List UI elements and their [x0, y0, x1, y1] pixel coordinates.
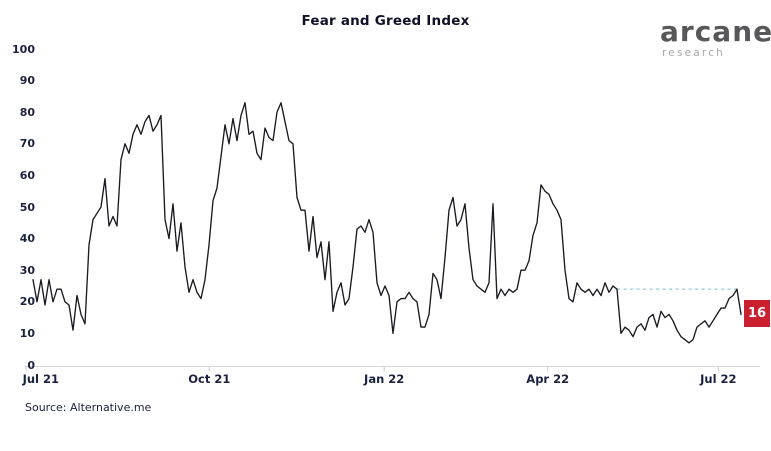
x-axis-label: Oct 21	[188, 372, 231, 386]
y-axis-label: 70	[19, 137, 35, 151]
x-axis-label: Jul 22	[700, 372, 737, 386]
x-axis-label: Jan 22	[364, 372, 405, 386]
arcane-research-logo: arcane research	[660, 15, 771, 60]
y-axis-label: 0	[27, 358, 35, 372]
y-axis-label: 100	[12, 42, 35, 56]
y-axis-label: 60	[19, 168, 35, 182]
fear-greed-line	[32, 102, 742, 344]
source-label: Source: Alternative.me	[25, 401, 152, 414]
y-axis-label: 10	[19, 326, 35, 340]
logo-subtitle: research	[662, 47, 726, 59]
y-axis-label: 90	[19, 74, 35, 88]
y-axis-label: 20	[19, 295, 35, 309]
logo-wordmark: arcane	[660, 15, 771, 48]
current-value-badge: 16	[744, 300, 770, 327]
y-axis-label: 50	[19, 200, 35, 214]
y-axis-label: 30	[19, 263, 35, 277]
chart-title: Fear and Greed Index	[301, 13, 470, 29]
y-axis-label: 40	[19, 232, 35, 246]
y-axis-label: 80	[19, 105, 35, 119]
x-axis-label: Jul 21	[22, 372, 59, 386]
x-axis-label: Apr 22	[526, 372, 570, 386]
